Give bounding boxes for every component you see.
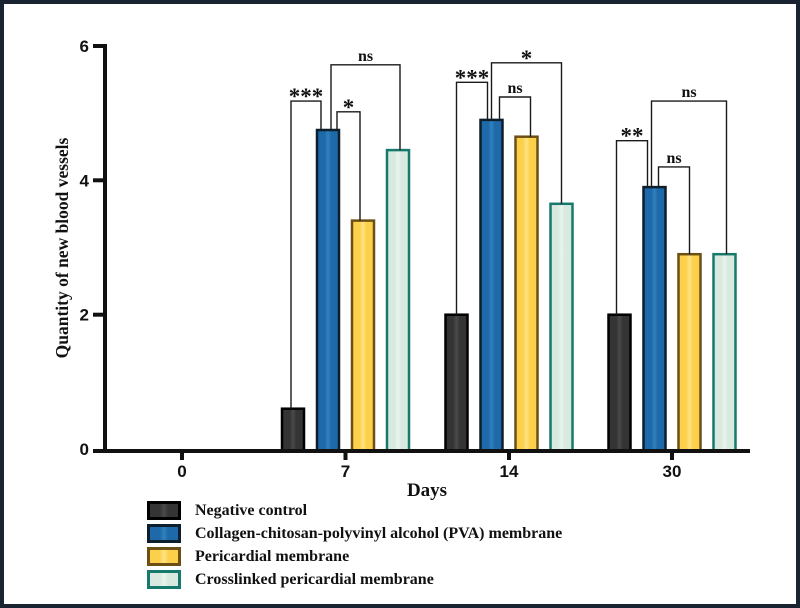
significance-bracket xyxy=(336,111,361,221)
bar-pericardial-membrane-day-14 xyxy=(514,135,539,453)
significance-bracket xyxy=(498,96,532,137)
significance-bracket xyxy=(615,140,649,315)
bar-collagen-chitosan-polyvinyl-alcohol-pva-membrane-day-14 xyxy=(479,118,504,453)
legend: Negative control Collagen-chitosan-polyvi… xyxy=(147,501,562,593)
y-tick-label: 0 xyxy=(80,440,89,459)
x-tick xyxy=(343,453,348,460)
significance-label: ns xyxy=(358,48,373,65)
legend-item-negative-control: Negative control xyxy=(147,501,562,520)
legend-item-crosslinked-pericardial-membrane: Crosslinked pericardial membrane xyxy=(147,570,562,589)
bar-chart-svg: 0 2 4 6 0 7 14 30 Days Quantity of new blood vess… xyxy=(52,37,750,501)
x-tick-label: 30 xyxy=(663,462,682,481)
bar-negative-control-day-30 xyxy=(607,313,632,453)
y-tick-label: 6 xyxy=(80,37,89,56)
significance-bracket xyxy=(330,64,401,151)
significance-label: *** xyxy=(289,84,324,109)
legend-swatch-pericardial-membrane xyxy=(147,547,181,566)
bar-crosslinked-pericardial-membrane-day-14 xyxy=(549,202,574,453)
significance-label: ns xyxy=(681,84,696,101)
x-tick-label: 0 xyxy=(177,462,186,481)
legend-swatch-crosslinked-pericardial-membrane xyxy=(147,570,181,589)
bar-collagen-chitosan-polyvinyl-alcohol-pva-membrane-day-7 xyxy=(315,128,341,453)
x-axis xyxy=(93,449,750,453)
bar-negative-control-day-14 xyxy=(444,313,469,453)
y-tick xyxy=(93,44,107,48)
bar-collagen-chitosan-polyvinyl-alcohol-pva-membrane-day-30 xyxy=(642,185,667,453)
significance-label: ns xyxy=(666,150,681,167)
significance-bracket xyxy=(455,81,489,315)
significance-label: ns xyxy=(507,80,522,97)
legend-label: Collagen-chitosan-polyvinyl alcohol (PVA… xyxy=(195,525,563,542)
y-tick xyxy=(93,178,107,183)
legend-item-pericardial-membrane: Pericardial membrane xyxy=(147,547,562,566)
legend-swatch-negative-control xyxy=(147,501,181,520)
x-tick-label: 7 xyxy=(341,462,350,481)
bar-negative-control-day-7 xyxy=(280,407,306,453)
bar-crosslinked-pericardial-membrane-day-30 xyxy=(712,252,737,453)
legend-swatch-collagen-chitosan-polyvinyl-alcohol-pva-membrane xyxy=(147,524,181,543)
significance-bracket xyxy=(650,100,728,255)
y-axis xyxy=(103,46,107,453)
bar-pericardial-membrane-day-7 xyxy=(350,219,376,453)
legend-label: Negative control xyxy=(195,502,308,519)
significance-bracket xyxy=(490,62,563,204)
y-tick xyxy=(93,312,107,317)
x-axis-title: Days xyxy=(407,480,447,501)
significance-label: ** xyxy=(621,124,644,149)
x-tick xyxy=(507,453,511,460)
significance-label: * xyxy=(521,46,533,71)
y-tick-label: 4 xyxy=(80,171,90,190)
x-tick xyxy=(180,453,184,460)
legend-item-collagen-chitosan-polyvinyl-alcohol-pva-membrane: Collagen-chitosan-polyvinyl alcohol (PVA… xyxy=(147,524,562,543)
legend-label: Pericardial membrane xyxy=(195,548,350,565)
significance-bracket xyxy=(290,100,322,409)
y-axis-title: Quantity of new blood vessels xyxy=(52,137,72,358)
significance-label: *** xyxy=(455,65,490,90)
significance-label: * xyxy=(343,95,355,120)
legend-label: Crosslinked pericardial membrane xyxy=(195,571,434,588)
bar-pericardial-membrane-day-30 xyxy=(677,252,702,453)
y-tick-label: 2 xyxy=(80,306,89,325)
significance-bracket xyxy=(657,166,691,255)
bar-crosslinked-pericardial-membrane-day-7 xyxy=(385,148,411,453)
x-tick xyxy=(670,453,674,460)
x-tick-label: 14 xyxy=(500,462,519,481)
